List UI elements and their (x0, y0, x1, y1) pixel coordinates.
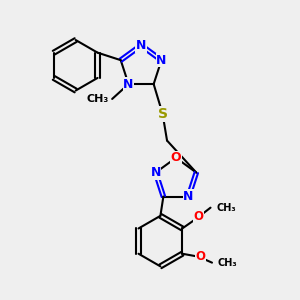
Text: S: S (158, 107, 168, 121)
Text: N: N (136, 39, 146, 52)
Text: CH₃: CH₃ (86, 94, 109, 104)
Text: CH₃: CH₃ (218, 258, 238, 268)
Text: CH₃: CH₃ (217, 203, 236, 213)
Text: N: N (123, 78, 134, 91)
Text: O: O (195, 250, 205, 263)
Text: N: N (183, 190, 194, 203)
Text: N: N (156, 54, 167, 67)
Text: O: O (171, 151, 181, 164)
Text: O: O (194, 210, 204, 223)
Text: N: N (150, 166, 161, 179)
